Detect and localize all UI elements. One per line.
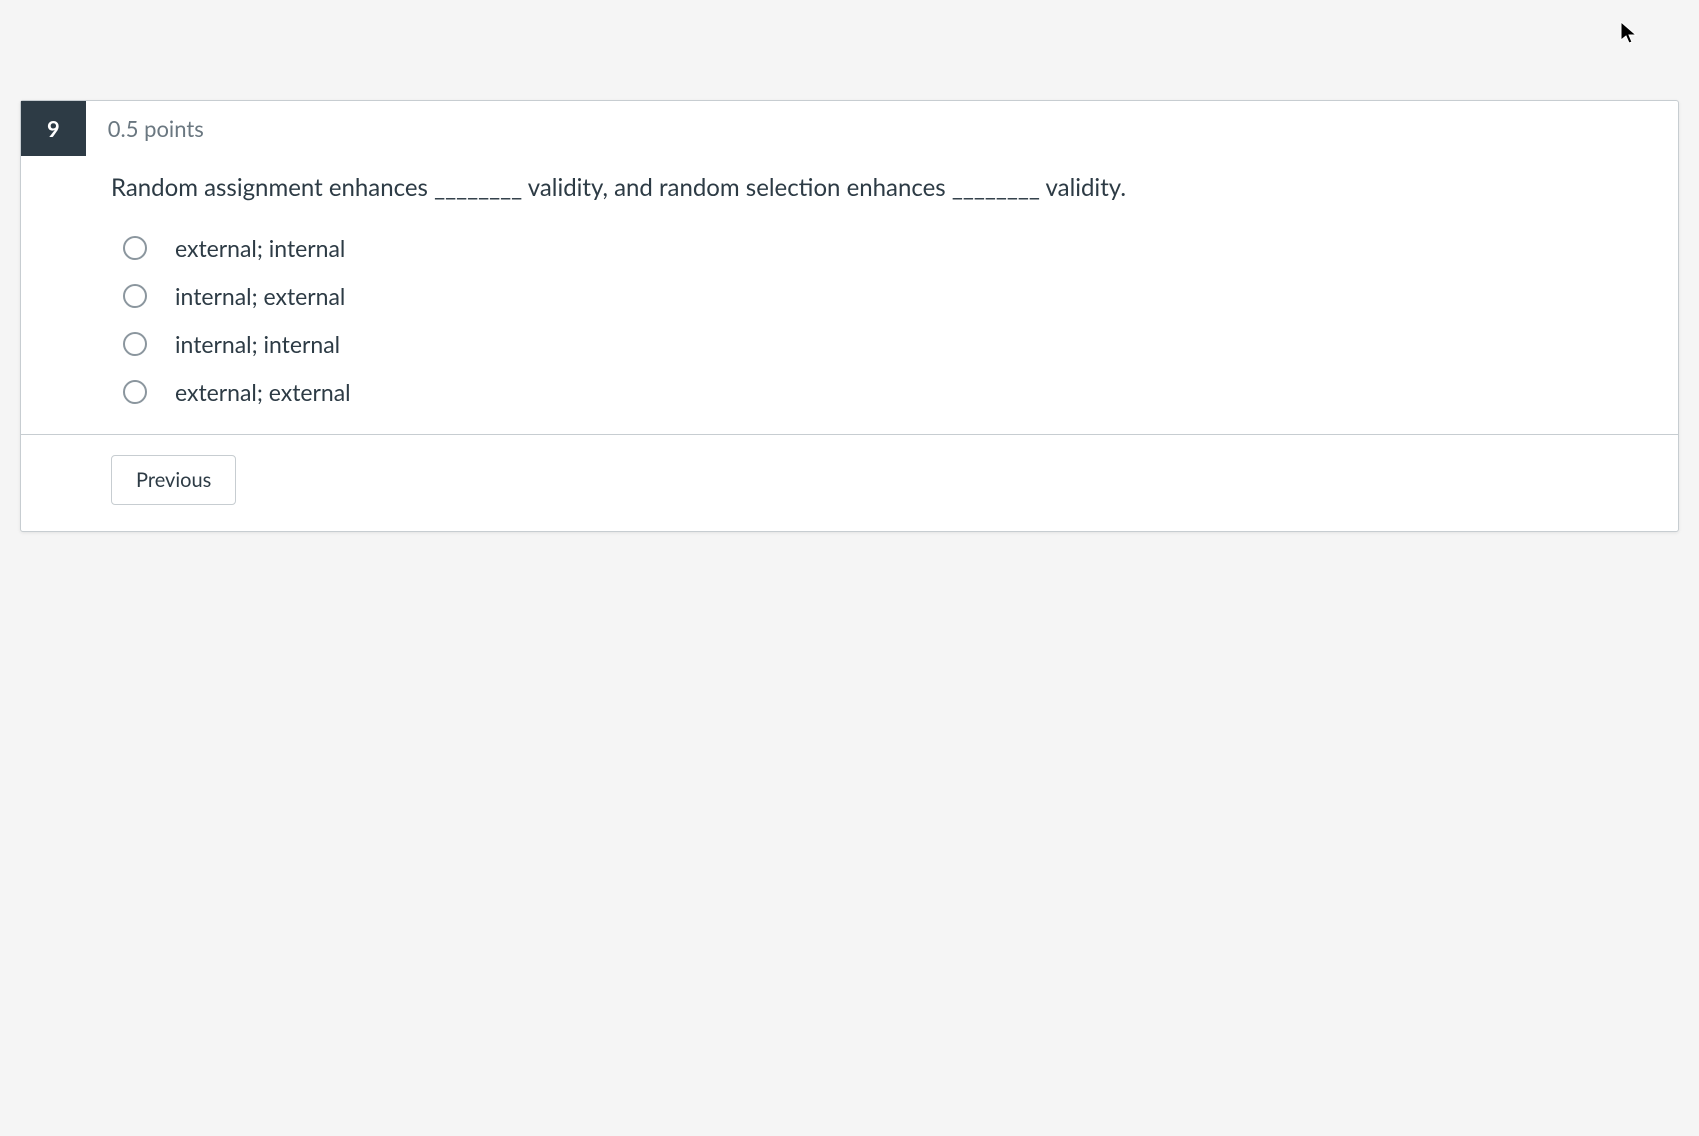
points-label: 0.5 points <box>108 115 204 142</box>
options-group: external; internal internal; external in… <box>111 234 1648 406</box>
option-0[interactable]: external; internal <box>123 234 1648 262</box>
radio-icon <box>123 284 147 308</box>
radio-icon <box>123 380 147 404</box>
previous-button[interactable]: Previous <box>111 455 236 505</box>
radio-icon <box>123 332 147 356</box>
card-footer: Previous <box>21 434 1678 531</box>
option-label: internal; internal <box>175 330 340 358</box>
question-card: 9 0.5 points Random assignment enhances … <box>20 100 1679 532</box>
option-3[interactable]: external; external <box>123 378 1648 406</box>
cursor-icon <box>1619 20 1639 50</box>
option-label: external; external <box>175 378 351 406</box>
option-label: external; internal <box>175 234 345 262</box>
question-header: 9 0.5 points <box>21 101 1678 156</box>
question-number-badge: 9 <box>21 101 86 156</box>
question-text: Random assignment enhances ________ vali… <box>111 170 1648 206</box>
option-label: internal; external <box>175 282 345 310</box>
option-2[interactable]: internal; internal <box>123 330 1648 358</box>
radio-icon <box>123 236 147 260</box>
option-1[interactable]: internal; external <box>123 282 1648 310</box>
question-body: Random assignment enhances ________ vali… <box>21 156 1678 434</box>
